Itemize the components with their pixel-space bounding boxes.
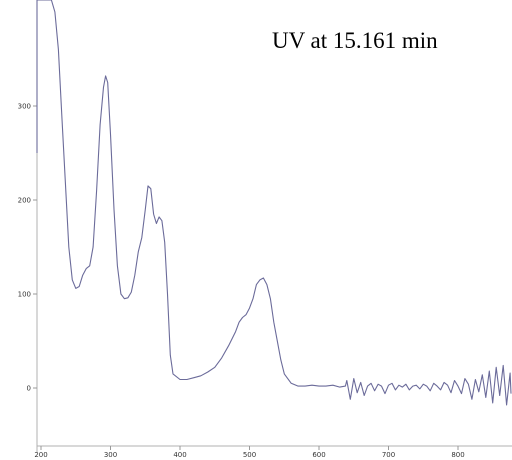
- x-axis-ticks: 200 300 400 500 600 700 800: [34, 446, 465, 459]
- x-tick-label: 400: [173, 451, 186, 459]
- x-tick-label: 800: [451, 451, 464, 459]
- x-tick-label: 700: [382, 451, 395, 459]
- y-tick-label: 300: [18, 103, 31, 111]
- spectrum-series-line: [36, 0, 512, 406]
- x-tick-label: 600: [312, 451, 325, 459]
- x-tick-label: 200: [34, 451, 47, 459]
- x-tick-label: 300: [104, 451, 117, 459]
- y-tick-label: 0: [27, 385, 31, 393]
- x-tick-label: 500: [243, 451, 256, 459]
- y-tick-label: 100: [18, 291, 31, 299]
- y-tick-label: 200: [18, 197, 31, 205]
- chart-title: UV at 15.161 min: [272, 28, 438, 53]
- y-axis-ticks: 0 100 200 300: [18, 103, 37, 393]
